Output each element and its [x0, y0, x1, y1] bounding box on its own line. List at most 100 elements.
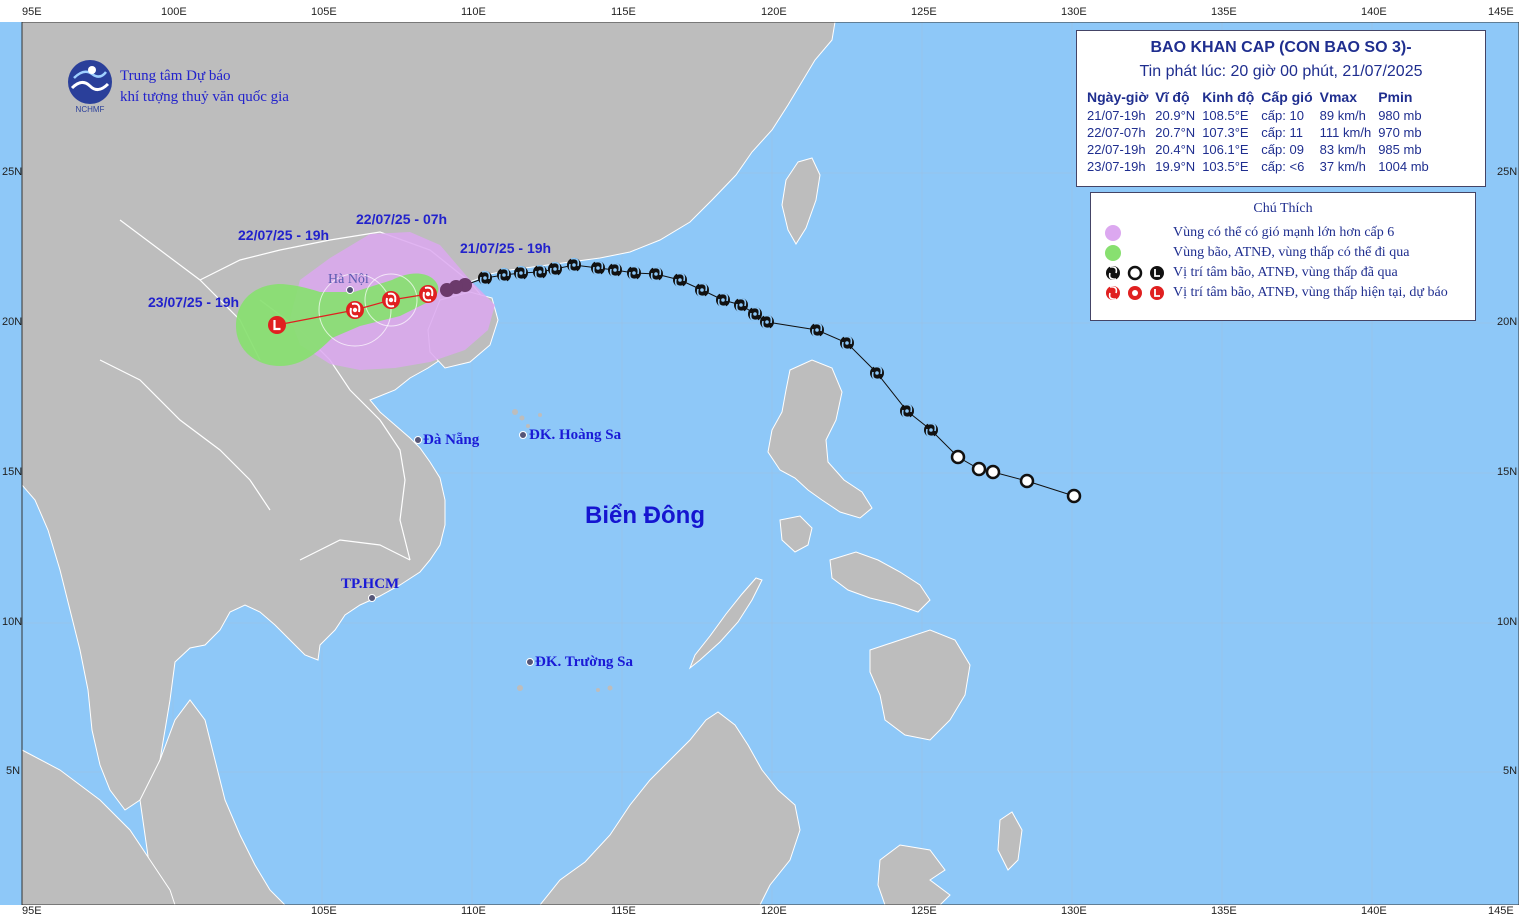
cell: 106.1°E — [1202, 142, 1249, 157]
lon-tick-top-130: 130E — [1061, 6, 1087, 18]
label-danang: Đà Nẵng — [423, 432, 480, 448]
table-row: 21/07-19h 20.9°N 108.5°E cấp: 10 89 km/h… — [1085, 107, 1434, 124]
cell: 22/07-19h — [1087, 142, 1146, 157]
cell: 22/07-07h — [1087, 125, 1146, 140]
lat-tick-left-20: 20N — [2, 316, 23, 328]
cell: 20.4°N — [1155, 142, 1196, 157]
lon-tick-bottom-110: 110E — [461, 905, 486, 917]
wind-zone-swatch-icon — [1105, 225, 1121, 241]
past-track-line — [446, 264, 1075, 497]
lon-tick-bottom-115: 115E — [611, 905, 636, 917]
lat-tick-right-15: 15N — [1497, 466, 1518, 478]
past-storm-marker — [760, 314, 774, 330]
past-storm-marker — [478, 270, 492, 286]
lat-tick-left-15: 15N — [2, 466, 23, 478]
bulletin-panel: BAO KHAN CAP (CON BAO SO 3)- Tin phát lú… — [1076, 30, 1486, 187]
past-storm-marker — [548, 261, 562, 277]
lat-tick-right-25: 25N — [1497, 166, 1518, 178]
lat-tick-right-5: 5N — [1503, 765, 1518, 777]
lat-tick-left-10: 10N — [2, 616, 23, 628]
cell: 20.9°N — [1155, 108, 1196, 123]
halmahera — [997, 811, 1023, 871]
cell: 37 km/h — [1319, 159, 1366, 174]
lat-tick-left-25: 25N — [2, 166, 23, 178]
label-sea: Biển Đông — [585, 502, 705, 529]
cell: 980 mb — [1378, 108, 1422, 123]
past-storm-marker — [673, 272, 687, 288]
forecast-markers — [268, 285, 437, 334]
truongsa-marker — [526, 658, 534, 666]
forecast-storm-t2 — [346, 301, 364, 319]
hcm-marker — [368, 594, 376, 602]
cell: 111 km/h — [1319, 125, 1372, 140]
legend-item-storm-zone: Vùng bão, ATNĐ, vùng thấp có thể đi qua — [1103, 243, 1473, 263]
label-forecast-t1: 22/07/25 - 07h — [356, 211, 448, 227]
lat-tick-left-5: 5N — [6, 765, 21, 777]
forecast-track-line — [276, 293, 429, 326]
legend-item-forecast-positions: Vị trí tâm bão, ATNĐ, vùng thấp hiện tại… — [1103, 283, 1473, 303]
cell: cấp: 11 — [1261, 125, 1303, 140]
forecast-low-t3 — [268, 316, 286, 334]
legend-item-past-positions: Vị trí tâm bão, ATNĐ, vùng thấp đã qua — [1103, 263, 1473, 283]
hanoi-marker — [346, 286, 354, 294]
cell: 103.5°E — [1202, 159, 1249, 174]
past-storm-marker — [734, 297, 748, 313]
lat-tick-right-10: 10N — [1497, 616, 1518, 628]
cell: 21/07-19h — [1087, 108, 1146, 123]
city-markers — [346, 286, 534, 666]
lon-tick-bottom-125: 125E — [911, 905, 937, 917]
org-name-line1: Trung tâm Dự báo — [120, 68, 231, 84]
cell: cấp: 10 — [1261, 108, 1304, 123]
lat-tick-right-20: 20N — [1497, 316, 1518, 328]
past-storm-markers — [478, 257, 938, 438]
label-forecast-t0: 21/07/25 - 19h — [460, 240, 552, 256]
bottom-frame — [0, 905, 1519, 919]
past-storm-marker — [695, 282, 709, 298]
past-storm-marker — [924, 422, 938, 438]
hoangsa-marker — [519, 431, 527, 439]
corner-label-top-left: 95E — [22, 6, 42, 18]
past-storm-marker — [497, 267, 511, 283]
col-lat: Vĩ độ — [1155, 89, 1190, 105]
lon-tick-top-110: 110E — [461, 6, 486, 18]
forecast-position-symbols-icon — [1106, 286, 1164, 300]
danang-marker — [414, 436, 422, 444]
legend-text: Vùng bão, ATNĐ, vùng thấp có thể đi qua — [1173, 245, 1410, 260]
label-truongsa: ĐK. Trường Sa — [535, 654, 634, 670]
past-low-markers — [950, 449, 1082, 504]
bulletin-issued-time: Tin phát lúc: 20 giờ 00 phút, 21/07/2025 — [1139, 63, 1423, 80]
sulawesi — [877, 844, 951, 906]
past-storm-marker — [649, 266, 663, 282]
lon-tick-top-120: 120E — [761, 6, 787, 18]
lon-tick-top-115: 115E — [611, 6, 636, 18]
lon-tick-bottom-140: 140E — [1361, 905, 1387, 917]
legend-panel: Chú Thích Vùng có thể có gió mạnh lớn hơ… — [1090, 192, 1476, 321]
table-row: 22/07-19h 20.4°N 106.1°E cấp: 09 83 km/h… — [1085, 141, 1434, 158]
cell: cấp: <6 — [1261, 159, 1305, 174]
palawan — [688, 577, 763, 670]
corner-label-bottom-right: 145E — [1488, 905, 1514, 917]
lon-tick-top-125: 125E — [911, 6, 937, 18]
mindanao — [869, 629, 971, 741]
cell: 1004 mb — [1378, 159, 1429, 174]
taiwan — [781, 157, 821, 245]
cell: 23/07-19h — [1087, 159, 1146, 174]
col-pmin: Pmin — [1378, 89, 1413, 105]
past-storm-marker — [748, 306, 762, 322]
past-position-symbols-icon — [1106, 265, 1164, 281]
mindoro — [779, 515, 813, 553]
legend-text: Vùng có thể có gió mạnh lớn hơn cấp 6 — [1173, 225, 1395, 240]
luzon — [767, 359, 873, 519]
past-storm-marker — [870, 365, 884, 381]
cell: 89 km/h — [1319, 108, 1366, 123]
label-forecast-t3: 23/07/25 - 19h — [148, 294, 240, 310]
lon-tick-bottom-120: 120E — [761, 905, 787, 917]
lon-tick-top-140: 140E — [1361, 6, 1387, 18]
forecast-table: Ngày-giờ Vĩ độ Kinh độ Cấp gió Vmax Pmin… — [1085, 89, 1434, 175]
past-storm-marker — [514, 265, 528, 281]
table-row: 22/07-07h 20.7°N 107.3°E cấp: 11 111 km/… — [1085, 124, 1434, 141]
cell: 108.5°E — [1202, 108, 1249, 123]
label-hcm: TP.HCM — [341, 576, 400, 592]
borneo — [538, 711, 801, 906]
past-storm-marker — [810, 322, 824, 338]
